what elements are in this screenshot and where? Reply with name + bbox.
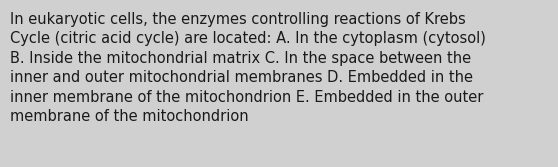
- Text: In eukaryotic cells, the enzymes controlling reactions of Krebs
Cycle (citric ac: In eukaryotic cells, the enzymes control…: [10, 12, 486, 124]
